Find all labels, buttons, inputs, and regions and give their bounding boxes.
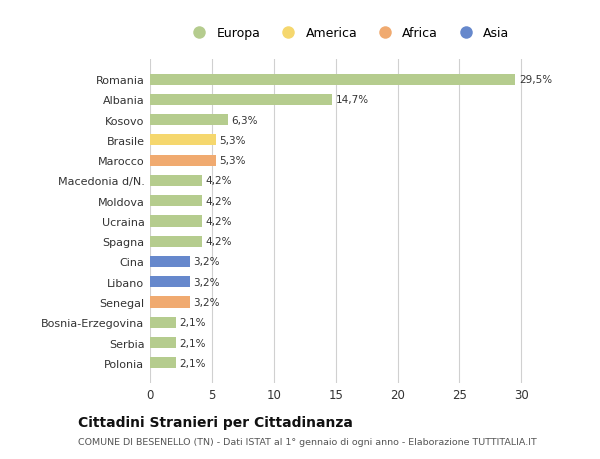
Bar	[150, 256, 190, 268]
Bar	[150, 115, 228, 126]
Text: 5,3%: 5,3%	[220, 135, 246, 146]
Bar	[150, 175, 202, 187]
Bar	[150, 337, 176, 348]
Bar	[150, 135, 215, 146]
Legend: Europa, America, Africa, Asia: Europa, America, Africa, Asia	[187, 27, 509, 40]
Bar	[150, 95, 332, 106]
Bar	[150, 196, 202, 207]
Text: 2,1%: 2,1%	[180, 318, 206, 328]
Text: 4,2%: 4,2%	[206, 217, 232, 226]
Bar	[150, 297, 190, 308]
Text: 2,1%: 2,1%	[180, 358, 206, 368]
Text: 2,1%: 2,1%	[180, 338, 206, 348]
Text: 4,2%: 4,2%	[206, 237, 232, 246]
Text: Cittadini Stranieri per Cittadinanza: Cittadini Stranieri per Cittadinanza	[78, 415, 353, 429]
Text: 4,2%: 4,2%	[206, 176, 232, 186]
Text: 4,2%: 4,2%	[206, 196, 232, 206]
Text: 5,3%: 5,3%	[220, 156, 246, 166]
Bar	[150, 155, 215, 166]
Text: 3,2%: 3,2%	[193, 257, 220, 267]
Bar	[150, 317, 176, 328]
Text: 14,7%: 14,7%	[335, 95, 369, 105]
Text: 29,5%: 29,5%	[519, 75, 552, 85]
Text: 3,2%: 3,2%	[193, 297, 220, 308]
Bar	[150, 277, 190, 288]
Text: 6,3%: 6,3%	[232, 115, 258, 125]
Text: COMUNE DI BESENELLO (TN) - Dati ISTAT al 1° gennaio di ogni anno - Elaborazione : COMUNE DI BESENELLO (TN) - Dati ISTAT al…	[78, 437, 537, 446]
Bar	[150, 236, 202, 247]
Bar	[150, 216, 202, 227]
Text: 3,2%: 3,2%	[193, 277, 220, 287]
Bar	[150, 358, 176, 369]
Bar	[150, 74, 515, 85]
